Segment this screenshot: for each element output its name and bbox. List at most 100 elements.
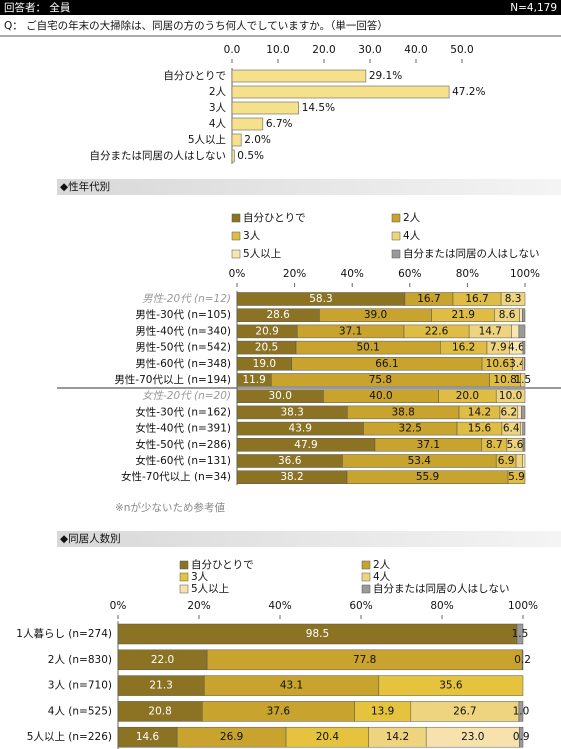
- bar-segment: [511, 324, 520, 339]
- value-label: 38.3: [280, 406, 303, 418]
- category-label: 4人: [209, 118, 227, 130]
- value-label: 28.6: [266, 309, 290, 321]
- section-bar: [57, 531, 561, 547]
- legend-label: 4人: [403, 230, 421, 242]
- x-tick-label: 20%: [187, 600, 210, 612]
- bar-segment: [517, 405, 522, 420]
- value-label: 26.9: [220, 731, 243, 743]
- legend-label: 4人: [373, 571, 391, 583]
- value-label: 16.7: [417, 293, 440, 305]
- value-label: 5.9: [508, 471, 525, 483]
- legend-swatch: [391, 231, 401, 241]
- x-tick-label: 0%: [229, 268, 246, 280]
- bar-segment: [521, 405, 526, 420]
- bar-segment: [522, 308, 526, 322]
- bar-segment: [523, 438, 526, 452]
- legend-swatch: [179, 584, 189, 594]
- value-label: 75.8: [369, 374, 392, 386]
- legend-swatch: [231, 231, 241, 241]
- bar-segment: [522, 421, 526, 436]
- legend-swatch: [361, 584, 371, 594]
- bar: [231, 117, 264, 131]
- category-label: 女性-20代 (n=20): [142, 390, 231, 402]
- category-label: 男性-30代 (n=105): [135, 308, 231, 321]
- question: Q： ご自宅の年末の大掃除は、同居の方のうち何人でしていますか。（単一回答）: [4, 19, 388, 32]
- legend-swatch: [179, 572, 189, 582]
- bar: [231, 69, 367, 83]
- value-label: 4.6: [508, 342, 525, 354]
- legend-swatch: [231, 213, 241, 223]
- value-label: 21.9: [452, 309, 475, 321]
- value-label: 40.0: [369, 390, 392, 402]
- value-label: 8.3: [505, 293, 522, 305]
- bar-segment: [521, 649, 524, 671]
- value-label: 26.7: [453, 705, 476, 717]
- legend-label: 自分または同居の人はしない: [403, 247, 540, 260]
- value-label: 10.6: [486, 358, 510, 370]
- category-label: 女性-50代 (n=286): [135, 438, 231, 451]
- category-label: 5人以上: [188, 134, 226, 146]
- bar-segment: [523, 357, 526, 371]
- category-label: 自分ひとりで: [163, 69, 226, 82]
- category-label: 3人 (n=710): [48, 680, 112, 692]
- category-label: 男性-60代 (n=348): [135, 357, 231, 370]
- category-label: 女性-30代 (n=162): [135, 405, 231, 418]
- x-tick-label: 60%: [398, 268, 421, 280]
- category-label: 自分または同居の人はしない: [90, 149, 227, 162]
- category-label: 男性-40代 (n=340): [135, 324, 231, 337]
- header-bar: [0, 0, 561, 15]
- category-label: 5人以上 (n=226): [27, 731, 112, 743]
- value-label: 39.0: [364, 309, 387, 321]
- bar-segment: [522, 357, 525, 371]
- bar: [231, 85, 450, 99]
- value-label: 32.5: [399, 423, 422, 435]
- x-tick-label: 10.0: [266, 44, 289, 56]
- bar-segment: [519, 308, 523, 322]
- bar-segment: [518, 324, 526, 339]
- bar-segment: [518, 701, 524, 722]
- value-label: 98.5: [306, 628, 329, 640]
- x-tick-label: 0%: [110, 600, 127, 612]
- legend-label: 2人: [373, 559, 391, 571]
- legend-label: 自分ひとりで: [191, 558, 254, 571]
- value-label: 37.1: [339, 325, 362, 337]
- value-label: 38.2: [280, 471, 303, 483]
- value-label: 29.1%: [369, 70, 402, 82]
- value-label: 20.0: [456, 390, 479, 402]
- value-label: 66.1: [375, 358, 398, 370]
- value-label: 7.9: [490, 342, 507, 354]
- bar-segment: [507, 470, 526, 484]
- bar-segment: [519, 726, 524, 748]
- legend-label: 自分ひとりで: [243, 211, 306, 224]
- bar-segment: [520, 421, 523, 436]
- legend-label: 5人以上: [191, 583, 229, 595]
- value-label: 15.6: [468, 423, 492, 435]
- legend-label: 5人以上: [243, 248, 281, 260]
- value-label: 11.9: [242, 374, 265, 386]
- x-tick-label: 100%: [508, 600, 538, 612]
- value-label: 35.6: [439, 680, 463, 692]
- category-label: 4人 (n=525): [48, 705, 112, 717]
- bar: [231, 149, 235, 163]
- value-label: 20.8: [148, 705, 171, 717]
- category-label: 男性-20代 (n=12): [142, 293, 231, 305]
- x-tick-label: 20%: [283, 268, 306, 280]
- value-label: 21.3: [149, 680, 172, 692]
- section-title: ◆同居人数別: [60, 532, 121, 545]
- x-tick-label: 80%: [456, 268, 479, 280]
- x-tick-label: 40.0: [404, 44, 427, 56]
- bar-segment: [520, 373, 526, 387]
- value-label: 8.7: [486, 439, 503, 451]
- value-label: 0.5%: [237, 150, 264, 162]
- x-tick-label: 30.0: [358, 44, 381, 56]
- bar-segment: [500, 292, 526, 306]
- value-label: 20.4: [316, 731, 340, 743]
- value-label: 1.5: [512, 628, 529, 640]
- value-label: 23.0: [461, 731, 484, 743]
- note: ※nが少ないため参考値: [115, 501, 225, 514]
- bar: [231, 133, 242, 147]
- legend-swatch: [361, 572, 371, 582]
- value-label: 10.0: [499, 390, 522, 402]
